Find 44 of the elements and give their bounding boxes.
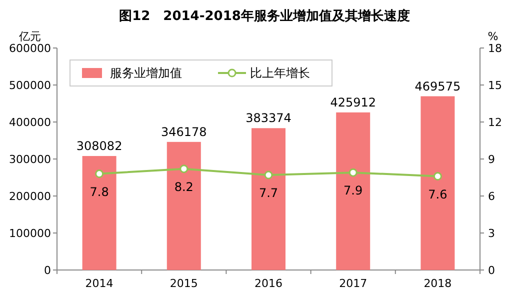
data-label: 383374	[246, 111, 292, 126]
y-tick-label: 0	[44, 264, 51, 277]
y2-tick-label: 3	[488, 227, 495, 240]
data-label: 7.8	[90, 184, 109, 199]
point	[433, 172, 442, 181]
x-tick-label: 2018	[424, 277, 452, 290]
point	[180, 164, 188, 174]
data-label: 8.2	[174, 180, 194, 194]
bar	[420, 96, 455, 270]
bar	[252, 128, 286, 270]
legend-label: 比上年增长	[250, 66, 310, 80]
y-tick-label: 600000	[9, 42, 51, 55]
data-label: 346178	[160, 124, 207, 139]
y2-tick-label: 18	[488, 42, 502, 55]
y2-tick-label: 6	[488, 190, 495, 203]
y2-tick-label: 12	[488, 116, 502, 129]
data-label: 7.7	[258, 186, 278, 200]
y2-tick-label: 15	[488, 79, 502, 92]
bar	[336, 112, 370, 270]
y-axis-title: 亿元	[18, 30, 41, 43]
point	[348, 168, 358, 177]
data-label: 308082	[76, 139, 122, 154]
chart-title: 图12 2014-2018年服务业增加值及其增长速度	[119, 8, 410, 24]
bar	[82, 156, 116, 270]
data-label: 469575	[414, 79, 461, 94]
y-tick-label: 100000	[9, 227, 51, 240]
bar	[166, 142, 201, 270]
x-tick-label: 2015	[170, 277, 198, 290]
data-label: 7.6	[428, 187, 448, 202]
legend-label: 服务业增加值	[110, 66, 182, 80]
x-tick-label: 2017	[339, 277, 368, 290]
data-label: 7.9	[344, 184, 363, 198]
y2-tick-label: 0	[488, 264, 495, 277]
y2-axis-title: %	[488, 30, 498, 43]
x-tick-label: 2016	[254, 277, 282, 290]
y2-tick-label: 9	[488, 153, 495, 166]
y-tick-label: 200000	[9, 190, 51, 203]
data-label: 425912	[330, 95, 376, 110]
point	[95, 170, 104, 178]
y-tick-label: 400000	[9, 116, 51, 129]
y-tick-label: 500000	[9, 79, 51, 92]
x-tick-label: 2014	[85, 277, 114, 290]
y-tick-label: 300000	[9, 153, 51, 166]
point	[264, 170, 273, 180]
